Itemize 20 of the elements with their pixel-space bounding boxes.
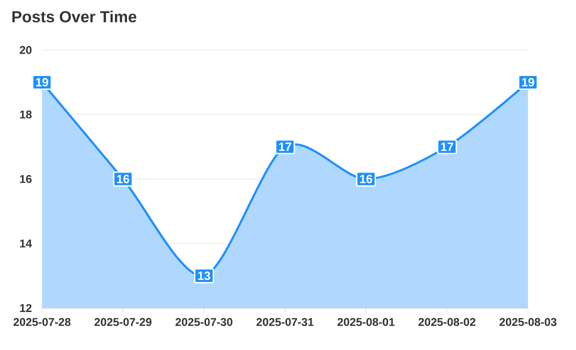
x-tick-label: 2025-07-31 bbox=[256, 318, 314, 326]
data-label: 16 bbox=[360, 174, 372, 184]
data-label: 17 bbox=[441, 142, 454, 151]
y-tick-label: 14 bbox=[20, 240, 32, 248]
x-tick-label: 2025-08-02 bbox=[418, 318, 476, 326]
data-label: 19 bbox=[522, 78, 534, 86]
x-tick-label: 2025-08-03 bbox=[500, 318, 556, 326]
x-tick-label: 2025-07-29 bbox=[94, 318, 152, 326]
x-tick-label: 2025-08-01 bbox=[338, 318, 395, 326]
data-label: 19 bbox=[36, 78, 48, 86]
data-label: 13 bbox=[198, 272, 210, 280]
data-label: 16 bbox=[117, 174, 130, 184]
x-tick-label: 2025-07-30 bbox=[176, 318, 232, 326]
y-tick-label: 18 bbox=[20, 110, 32, 118]
y-tick-label: 16 bbox=[20, 175, 32, 183]
chart-title: Posts Over Time bbox=[12, 10, 136, 22]
data-label: 17 bbox=[279, 142, 292, 151]
x-tick-label: 2025-07-28 bbox=[14, 318, 71, 326]
y-tick-label: 12 bbox=[20, 304, 32, 312]
y-tick-label: 20 bbox=[20, 46, 32, 54]
